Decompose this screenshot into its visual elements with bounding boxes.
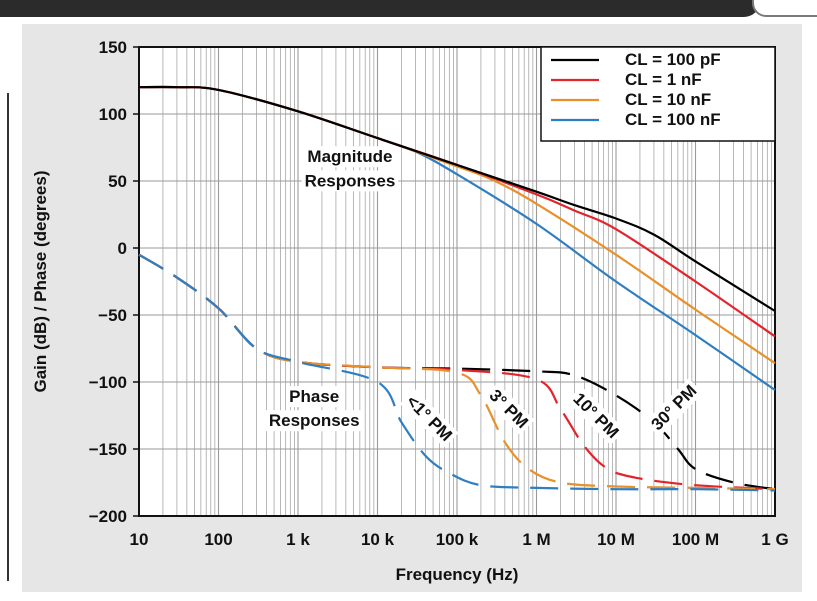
x-tick-label: 1 k — [286, 530, 310, 549]
x-axis-title: Frequency (Hz) — [396, 565, 519, 584]
annotation-background — [265, 410, 363, 432]
x-tick-label: 100 k — [436, 530, 479, 549]
side-rule — [7, 93, 9, 581]
x-tick-label: 1 G — [761, 530, 788, 549]
y-tick-label: 100 — [99, 105, 127, 124]
y-tick-label: 150 — [99, 38, 127, 57]
y-axis-title: Gain (dB) / Phase (degrees) — [31, 171, 50, 393]
legend-label: CL = 1 nF — [625, 70, 702, 89]
header-bar — [0, 0, 760, 17]
annotation-label: Magnitude — [307, 147, 392, 166]
y-tick-label: −200 — [89, 507, 127, 526]
legend-label: CL = 100 pF — [625, 50, 721, 69]
x-tick-label: 1 M — [522, 530, 550, 549]
annotation-background — [482, 382, 535, 435]
y-tick-label: −100 — [89, 373, 127, 392]
x-tick-label: 10 — [130, 530, 149, 549]
x-tick-label: 10 M — [597, 530, 635, 549]
phase-curve-0 — [138, 253, 776, 491]
phase-curve-3 — [138, 253, 776, 492]
y-tick-label: 0 — [118, 239, 127, 258]
legend-box — [540, 46, 776, 142]
annotation-background — [286, 386, 343, 408]
legend-label: CL = 100 nF — [625, 110, 721, 129]
annotation-label: Responses — [305, 171, 396, 190]
y-tick-label: 50 — [108, 172, 127, 191]
x-tick-label: 100 — [204, 530, 232, 549]
magnitude-curve-0 — [138, 85, 776, 312]
legend-label: CL = 10 nF — [625, 90, 711, 109]
annotation-label: Phase — [289, 387, 339, 406]
y-tick-label: −50 — [98, 306, 127, 325]
annotation-label: Responses — [269, 411, 360, 430]
annotation-background — [301, 170, 399, 192]
x-tick-label: 10 k — [361, 530, 395, 549]
annotation-background — [566, 386, 626, 445]
annotation-background — [304, 146, 396, 168]
header-tab-edge — [752, 0, 817, 17]
x-tick-label: 100 M — [672, 530, 719, 549]
plot-frame — [138, 46, 776, 517]
series-layer — [138, 85, 776, 492]
annotation-background — [399, 388, 459, 448]
y-tick-label: −150 — [89, 440, 127, 459]
annotation-background — [644, 378, 704, 437]
